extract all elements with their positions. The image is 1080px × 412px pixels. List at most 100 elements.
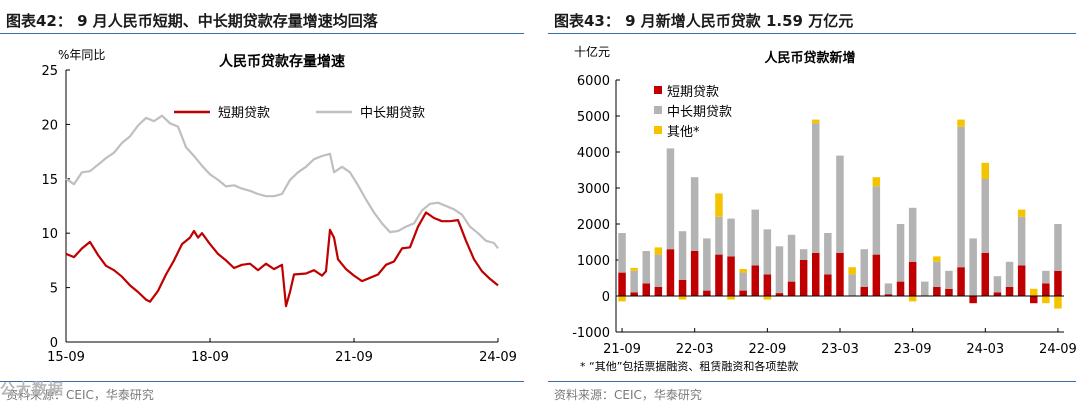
watermark-text: 公大数据 bbox=[0, 380, 65, 398]
y-tick-label: 6000 bbox=[577, 74, 610, 89]
series-line bbox=[65, 114, 499, 250]
chart-footnote: * “其他”包括票据融资、租赁融资和各项垫款 bbox=[580, 359, 798, 373]
bar-segment bbox=[715, 254, 723, 296]
bar-segment bbox=[666, 148, 675, 250]
bar-segment bbox=[678, 279, 687, 296]
bar-segment bbox=[739, 272, 747, 291]
bar-segment bbox=[969, 238, 977, 296]
bar-segment bbox=[763, 274, 772, 296]
bar-segment bbox=[1042, 296, 1050, 304]
bar-segment bbox=[872, 254, 881, 296]
bar-segment bbox=[775, 246, 784, 294]
bar-segment bbox=[908, 261, 917, 296]
bar-segment bbox=[884, 294, 893, 296]
bar-segment bbox=[751, 265, 759, 296]
bar-segment bbox=[787, 234, 796, 282]
bar-segment bbox=[739, 269, 747, 273]
bar-segment bbox=[618, 296, 626, 302]
bar-segment bbox=[1054, 270, 1062, 296]
x-tick-label: 22-03 bbox=[676, 342, 714, 357]
chart-title: 人民币贷款存量增速 bbox=[219, 53, 345, 70]
legend-label: 中长期贷款 bbox=[360, 106, 425, 121]
bar-segment bbox=[690, 177, 699, 251]
left-source-note: 资料来源：CEIC，华泰研究 bbox=[6, 388, 154, 402]
bar-segment bbox=[933, 256, 941, 262]
y-tick-label: 0 bbox=[602, 290, 610, 305]
series-line bbox=[65, 211, 499, 308]
y-tick-label: 1000 bbox=[577, 254, 610, 269]
bar-segment bbox=[703, 290, 711, 296]
bar-segment bbox=[933, 287, 941, 296]
bar-segment bbox=[715, 193, 723, 217]
bar-segment bbox=[654, 254, 663, 287]
bar-segment bbox=[1005, 261, 1014, 287]
y-tick-label: 5000 bbox=[577, 110, 610, 125]
bar-segment bbox=[630, 270, 638, 293]
bar-segment bbox=[1042, 283, 1050, 296]
x-tick-label: 21-09 bbox=[603, 342, 641, 357]
x-tick-label: 23-09 bbox=[894, 342, 932, 357]
y-tick-label: 20 bbox=[41, 118, 58, 133]
bar-segment bbox=[763, 296, 772, 300]
bar-segment bbox=[1005, 287, 1014, 296]
bar-segment bbox=[1017, 209, 1026, 217]
bar-segment bbox=[957, 126, 965, 268]
left-figure-title: 图表42： 9 月人民币短期、中长期贷款存量增速均回落 bbox=[6, 12, 378, 30]
bar-segment bbox=[690, 251, 699, 296]
bar-segment bbox=[618, 272, 626, 296]
x-tick-label: 18-09 bbox=[191, 350, 229, 365]
bar-segment bbox=[921, 281, 929, 296]
y-tick-label: 4000 bbox=[577, 146, 610, 161]
bar-segment bbox=[872, 177, 881, 187]
bar-segment bbox=[993, 292, 1002, 296]
bar-segment bbox=[1054, 224, 1062, 271]
bar-segment bbox=[896, 281, 905, 296]
bar-segment bbox=[1042, 270, 1050, 284]
bar-segment bbox=[981, 162, 989, 179]
bar-segment bbox=[787, 281, 796, 296]
bar-segment bbox=[884, 283, 893, 295]
legend-label: 短期贷款 bbox=[218, 106, 270, 121]
y-tick-label: 5 bbox=[50, 282, 58, 297]
bar-segment bbox=[836, 155, 844, 253]
bar-segment bbox=[654, 247, 663, 255]
y-tick-label: -1000 bbox=[572, 326, 610, 341]
bar-segment bbox=[945, 270, 953, 289]
bar-segment bbox=[812, 252, 820, 296]
legend-swatch bbox=[654, 106, 662, 114]
x-tick-label: 21-09 bbox=[335, 350, 373, 365]
bar-segment bbox=[630, 267, 638, 271]
bar-segment bbox=[969, 296, 977, 304]
bar-segment bbox=[993, 276, 1002, 293]
bar-segment bbox=[642, 251, 650, 284]
bar-segment bbox=[957, 267, 965, 296]
bar-segment bbox=[1030, 288, 1038, 296]
bar-segment bbox=[933, 261, 941, 287]
bar-segment bbox=[799, 249, 808, 260]
bar-segment bbox=[727, 296, 735, 300]
left-figure-panel: 图表42： 9 月人民币短期、中长期贷款存量增速均回落 0 5 10 15 20 25 15… bbox=[0, 0, 528, 412]
bar-segment bbox=[872, 186, 881, 255]
bar-segment bbox=[678, 296, 687, 300]
x-tick-label: 23-03 bbox=[821, 342, 859, 357]
bar-segment bbox=[642, 283, 650, 296]
bar-segment bbox=[1054, 296, 1062, 309]
bar-segment bbox=[715, 216, 723, 255]
bar-segment bbox=[945, 288, 953, 296]
bar-segment bbox=[836, 252, 844, 296]
chart-title: 人民币贷款新增 bbox=[764, 50, 855, 66]
bar-segment bbox=[957, 119, 965, 127]
bar-segment bbox=[727, 218, 735, 257]
bar-segment bbox=[1017, 265, 1026, 296]
bar-segment bbox=[848, 274, 856, 296]
y-tick-label: 0 bbox=[50, 336, 58, 351]
legend-label: 中长期贷款 bbox=[667, 105, 732, 120]
bar-segment bbox=[860, 287, 868, 296]
x-tick-label: 22-09 bbox=[748, 342, 786, 357]
legend-swatch bbox=[654, 86, 662, 94]
bar-segment bbox=[824, 274, 832, 296]
left-line-chart: 0 5 10 15 20 25 15-09 18-09 21-09 24-09 %年同比 人民币贷款存… bbox=[41, 48, 516, 365]
x-tick-label: 24-09 bbox=[1039, 342, 1077, 357]
bar-segment bbox=[666, 249, 675, 296]
legend-swatch bbox=[654, 126, 662, 134]
